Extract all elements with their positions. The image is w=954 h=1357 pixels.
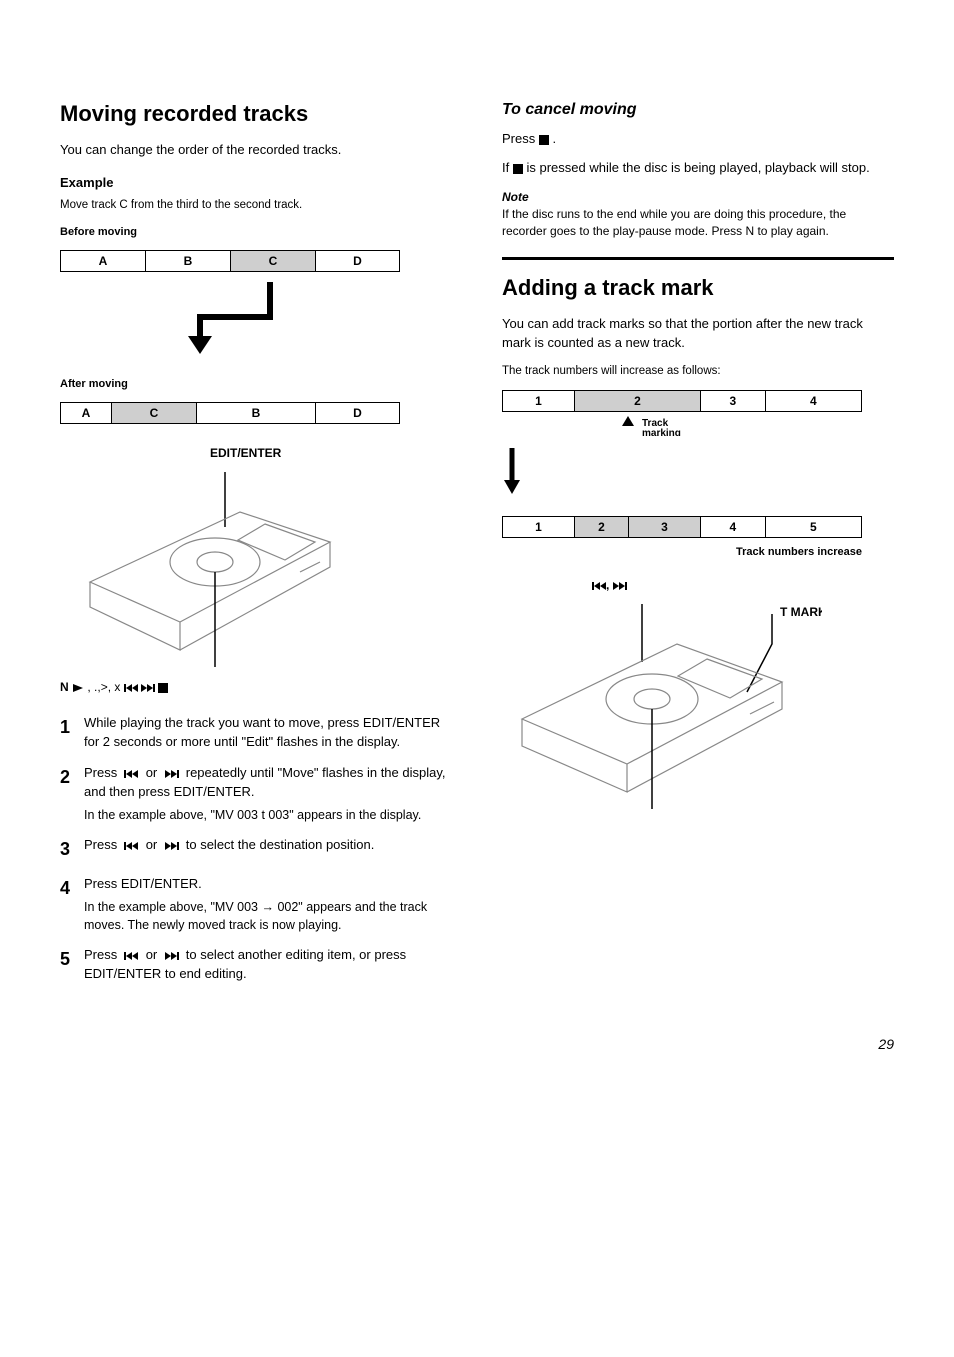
- heading-track-mark: Adding a track mark: [502, 274, 894, 302]
- track-increase-label: Track numbers increase: [502, 544, 862, 561]
- cancel-body-1: Press .: [502, 129, 894, 149]
- example-label: Example: [60, 173, 452, 193]
- callout-transport-controls: N , .,>, x: [60, 678, 452, 696]
- next-icon: [165, 769, 179, 779]
- seg-a1: 1: [502, 516, 574, 538]
- seg-4: 4: [765, 390, 862, 412]
- step-num-5: 5: [60, 946, 84, 984]
- after-moving-label: After moving: [60, 376, 452, 393]
- track-numbers-note: The track numbers will increase as follo…: [502, 363, 894, 380]
- prev-icon: [124, 841, 138, 851]
- step-body-2-pre: Press: [84, 765, 121, 780]
- seg-a3: 3: [628, 516, 700, 538]
- step-body-3-post: to select the destination position.: [182, 837, 374, 852]
- svg-text:T MARK: T MARK: [780, 605, 822, 619]
- prev-icon: [124, 951, 138, 961]
- seg-b: B: [145, 250, 230, 272]
- seg-c: C: [230, 250, 315, 272]
- step-1: 1 While playing the track you want to mo…: [60, 714, 452, 752]
- seg-d2: D: [315, 402, 400, 424]
- right-arrow-icon: →: [261, 900, 274, 914]
- trackbar-before: A B C D: [60, 250, 400, 272]
- step-4-sub: In the example above, "MV 003 → 002" app…: [84, 898, 452, 934]
- step-body-2-or: or: [142, 765, 161, 780]
- step-body-1: While playing the track you want to move…: [84, 714, 452, 752]
- move-arrow-icon: [60, 282, 400, 362]
- step-num-3: 3: [60, 836, 84, 863]
- trackbar-after: A C B D: [60, 402, 400, 424]
- section-rule: [502, 257, 894, 260]
- intro-track-mark: You can add track marks so that the port…: [502, 314, 894, 353]
- step-body-2-post: repeatedly until "Move" flashes in the d…: [84, 765, 446, 799]
- seg-b2: B: [196, 402, 315, 424]
- callout-prevnext: ,: [592, 576, 627, 594]
- seg-1: 1: [502, 390, 574, 412]
- seg-a5: 5: [765, 516, 862, 538]
- seg-3: 3: [700, 390, 765, 412]
- play-icon: [72, 683, 84, 693]
- cancel-body-2: If is pressed while the disc is being pl…: [502, 158, 894, 178]
- page-number: 29: [0, 1036, 954, 1072]
- cancel-heading: To cancel moving: [502, 100, 894, 121]
- step-2-sub: In the example above, "MV 003 t 003" app…: [84, 806, 452, 824]
- heading-moving-tracks: Moving recorded tracks: [60, 100, 452, 128]
- callout-n-prefix: N: [60, 680, 69, 694]
- step-body-3-pre: Press: [84, 837, 121, 852]
- seg-a2: 2: [574, 516, 628, 538]
- track-marker-icon: Track marking: [502, 412, 862, 436]
- step-2: 2 Press or repeatedly until "Move" flash…: [60, 764, 452, 824]
- step-num-2: 2: [60, 764, 84, 824]
- step-4: 4 Press EDIT/ENTER. In the example above…: [60, 875, 452, 934]
- callout-edit-enter: EDIT/ENTER: [210, 444, 452, 462]
- svg-text:marking: marking: [642, 428, 681, 436]
- seg-a2: A: [60, 402, 111, 424]
- step-num-4: 4: [60, 875, 84, 934]
- step-num-1: 1: [60, 714, 84, 752]
- down-arrow-icon: [502, 446, 522, 496]
- seg-a4: 4: [700, 516, 765, 538]
- trackbar-tm-before: 1 2 3 4: [502, 390, 862, 412]
- stop-icon: [539, 135, 549, 145]
- next-icon: [165, 841, 179, 851]
- device-illustration-left: [60, 472, 360, 672]
- step-body-5-or: or: [142, 947, 161, 962]
- trackbar-tm-after: 1 2 3 4 5: [502, 516, 862, 538]
- seg-a: A: [60, 250, 145, 272]
- example-desc: Move track C from the third to the secon…: [60, 197, 452, 214]
- prev-icon: [592, 581, 606, 591]
- step-5: 5 Press or to select another editing ite…: [60, 946, 452, 984]
- prev-icon: [124, 769, 138, 779]
- seg-c2: C: [111, 402, 196, 424]
- step-body-5-pre: Press: [84, 947, 121, 962]
- seg-d: D: [315, 250, 400, 272]
- seg-2: 2: [574, 390, 700, 412]
- callout-suffix: , .,>, x: [87, 680, 120, 694]
- step-body-3-or: or: [142, 837, 161, 852]
- next-icon: [613, 581, 627, 591]
- step-3: 3 Press or to select the destination pos…: [60, 836, 452, 863]
- prev-icon: [124, 683, 138, 693]
- note-label: Note: [502, 188, 894, 206]
- intro-moving: You can change the order of the recorded…: [60, 140, 452, 160]
- next-icon: [141, 683, 155, 693]
- device-illustration-right: T MARK: [502, 604, 822, 814]
- stop-icon: [513, 164, 523, 174]
- next-icon: [165, 951, 179, 961]
- step-body-4: Press EDIT/ENTER.: [84, 876, 202, 891]
- before-moving-label: Before moving: [60, 224, 452, 241]
- note-text: If the disc runs to the end while you ar…: [502, 206, 894, 240]
- stop-icon: [158, 683, 168, 693]
- step-4-sub-pre: In the example above, "MV 003: [84, 900, 261, 914]
